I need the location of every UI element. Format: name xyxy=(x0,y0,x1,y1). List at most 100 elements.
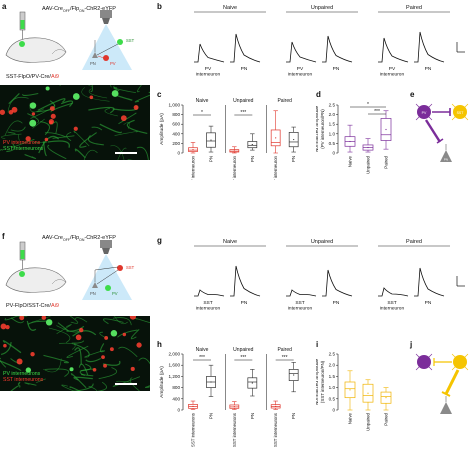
neuron-pn-icon xyxy=(92,270,98,288)
trace-line xyxy=(286,41,317,63)
x-tick-label: Unpaired xyxy=(366,412,371,430)
panel-label-b: b xyxy=(157,2,162,11)
neurite xyxy=(130,329,140,340)
y-tick-label: 2,000 xyxy=(169,352,181,357)
x-tick-label: Naive xyxy=(348,155,353,167)
neurite xyxy=(84,350,104,358)
trace-cell-label: SST xyxy=(203,300,212,306)
micrograph-top-svg xyxy=(0,85,150,160)
red-soma xyxy=(122,332,127,337)
mean-dot xyxy=(251,144,253,146)
syringe-icon xyxy=(19,11,26,40)
neurite xyxy=(87,134,104,146)
y-axis-label: Normalized amplitude xyxy=(316,105,320,152)
neurite xyxy=(4,120,23,136)
trace-cell-label: interneuron xyxy=(380,306,405,312)
mean-dot xyxy=(192,405,194,407)
mean-dot xyxy=(275,405,277,407)
y-tick-label: 1.5 xyxy=(329,122,336,127)
red-soma xyxy=(120,115,127,122)
mean-dot xyxy=(251,382,253,384)
neurite xyxy=(126,119,148,135)
pv-neuron-icon xyxy=(415,353,433,371)
pv-to-pn-connection xyxy=(424,119,442,143)
x-tick-label: PV interneuron xyxy=(273,155,278,180)
scale-bar-top xyxy=(115,152,137,154)
neurite xyxy=(91,126,103,131)
neuron-pn-icon xyxy=(92,40,98,58)
x-tick-label: SST interneurons xyxy=(232,412,237,447)
syringe-icon xyxy=(19,241,26,270)
trace-cell-label: PN xyxy=(333,66,340,72)
group-label: Paired xyxy=(277,98,292,104)
green-soma xyxy=(69,367,74,372)
traces-g: NaiveSSTinterneuronPNUnpairedSSTinterneu… xyxy=(194,239,465,312)
neurite xyxy=(0,342,12,356)
micrograph-legend-bottom: PV interneurons SST interneurons xyxy=(3,371,43,383)
group-label: Unpaired xyxy=(233,98,254,104)
neurite xyxy=(88,385,98,391)
mouse-line-reporter-bottom: Ai9 xyxy=(50,303,59,309)
trace-line xyxy=(230,33,261,63)
sst-neuron-icon xyxy=(451,353,469,371)
neurite xyxy=(73,343,90,357)
neurite xyxy=(72,330,97,337)
pv-neuron-icon: PV xyxy=(415,103,433,121)
neurite xyxy=(2,340,22,354)
neurite xyxy=(43,358,62,373)
panel-label-c: c xyxy=(157,90,162,99)
neurite xyxy=(18,134,20,141)
neurite xyxy=(48,327,71,343)
red-soma xyxy=(0,323,7,330)
trace-cell-label: interneuron xyxy=(288,306,313,312)
y-tick-label: 0 xyxy=(177,151,180,156)
trace-group-label: Unpaired xyxy=(311,239,333,245)
neurite xyxy=(1,133,22,140)
green-soma xyxy=(45,319,53,326)
red-soma xyxy=(44,137,49,142)
y-tick-label: 800 xyxy=(172,385,180,390)
neurite xyxy=(69,386,81,391)
y-tick-label: 1.5 xyxy=(329,374,336,379)
green-soma xyxy=(25,367,32,373)
mean-dot xyxy=(210,381,212,383)
injection-sub1: OFF xyxy=(63,9,70,14)
neurite xyxy=(60,100,74,108)
neurite xyxy=(99,123,122,134)
neuron-pv-icon xyxy=(103,55,109,61)
injection-text-bottom: AAV-Cre xyxy=(42,235,63,241)
neurite xyxy=(113,85,136,94)
chart-d: 2.5 2.0 1.5 1.0 0.5 0 Normalized amplitude Naiv… xyxy=(316,102,392,174)
legend-pv-top: PV interneurons xyxy=(3,140,41,146)
neurite xyxy=(113,87,120,92)
x-tick-label: PN xyxy=(209,413,214,419)
trace-line xyxy=(194,43,225,63)
mouse-line-reporter: Ai9 xyxy=(50,74,59,80)
box xyxy=(247,141,258,149)
neurite xyxy=(24,382,37,386)
neurite xyxy=(88,88,108,99)
mean-dot xyxy=(192,149,194,151)
red-soma xyxy=(5,325,10,330)
neurite xyxy=(136,146,149,160)
mouse-brain-icon xyxy=(5,37,67,63)
y-axis-label: Amplitude (pA) xyxy=(159,113,165,145)
neurite xyxy=(71,340,85,344)
y-axis-label: Amplitude (pA) xyxy=(159,366,165,398)
y-tick-label: 2.5 xyxy=(329,352,336,357)
neurite xyxy=(0,149,4,151)
red-soma xyxy=(50,113,56,119)
trace-cell-label: PN xyxy=(425,300,432,306)
trace-line xyxy=(414,31,445,63)
trace-line xyxy=(414,267,445,297)
mean-dot xyxy=(367,146,369,149)
y-tick-label: 0 xyxy=(177,408,180,413)
sst-neuron-label: SST xyxy=(457,111,465,115)
y-tick-label: 600 xyxy=(172,122,180,127)
mean-dot xyxy=(385,128,387,131)
y-tick-label: 1.0 xyxy=(329,385,336,390)
micrograph-bottom-svg xyxy=(0,316,150,391)
box xyxy=(344,381,356,399)
neurite xyxy=(112,104,138,111)
neurite xyxy=(145,385,150,389)
